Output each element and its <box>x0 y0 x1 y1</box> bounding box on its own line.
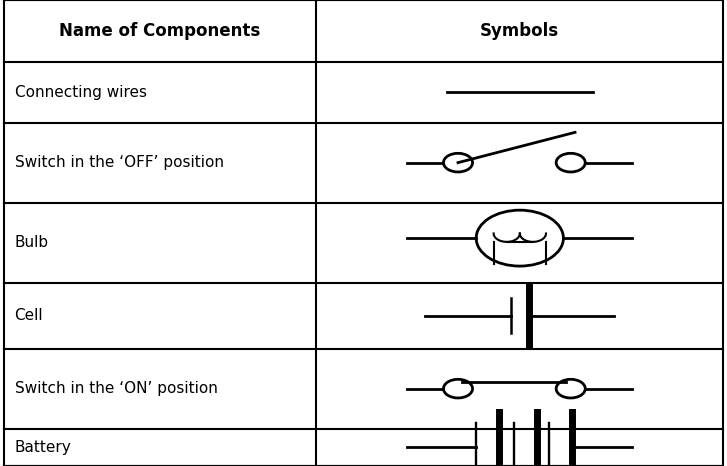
Text: Cell: Cell <box>15 308 43 323</box>
Text: Battery: Battery <box>15 440 71 455</box>
Text: Symbols: Symbols <box>481 22 559 40</box>
Text: Switch in the ‘OFF’ position: Switch in the ‘OFF’ position <box>15 155 223 170</box>
Text: Connecting wires: Connecting wires <box>15 84 147 100</box>
Text: Name of Components: Name of Components <box>60 22 260 40</box>
Text: Switch in the ‘ON’ position: Switch in the ‘ON’ position <box>15 381 217 396</box>
Text: Bulb: Bulb <box>15 235 49 250</box>
